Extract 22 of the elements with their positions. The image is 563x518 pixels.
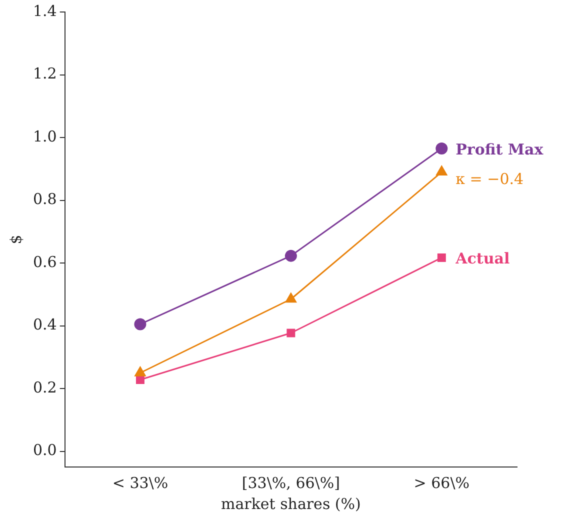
y-tick-label: 0.4	[32, 316, 57, 334]
x-axis-title: market shares (%)	[220, 494, 361, 513]
point	[436, 165, 448, 176]
x-tick-label: [33\%, 66\%]	[242, 474, 340, 492]
series-label: Actual	[454, 250, 510, 268]
y-tick-label: 1.2	[32, 64, 57, 83]
y-tick-label: 0.6	[32, 252, 57, 271]
point	[436, 142, 448, 154]
series-label: κ = −0.4	[456, 170, 524, 188]
y-tick-label: 0.0	[32, 441, 57, 460]
y-tick-label: 1.0	[32, 127, 57, 146]
point	[437, 253, 446, 262]
point	[284, 250, 297, 262]
point	[286, 328, 296, 338]
y-tick-label: 0.2	[32, 378, 57, 396]
y-axis-title: $	[6, 234, 25, 244]
x-tick-label: > 66\%	[414, 474, 470, 492]
y-tick-label: 0.8	[32, 190, 57, 208]
series-label: Profit Max	[456, 140, 544, 158]
x-tick-label: < 33\%	[112, 474, 168, 492]
point	[134, 318, 146, 330]
y-tick-label: 1.4	[32, 2, 57, 20]
